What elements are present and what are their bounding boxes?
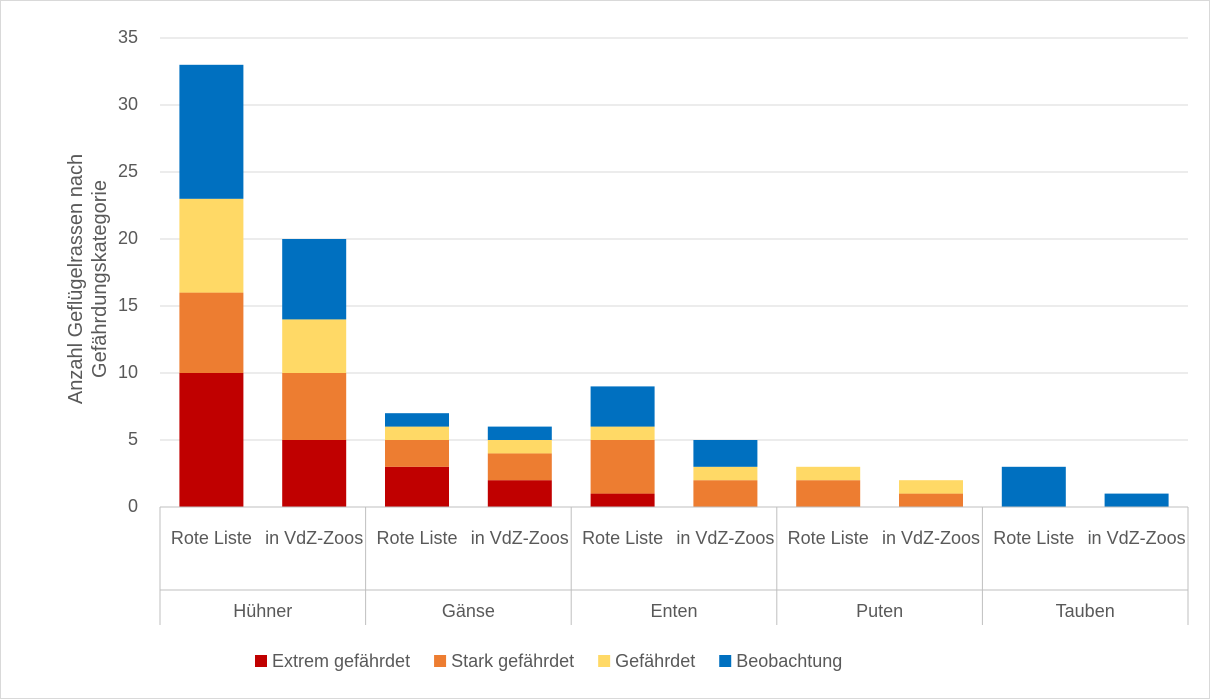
y-axis-title: Anzahl Geflügelrassen nach Gefährdungska…	[65, 153, 111, 405]
group-label: Gänse	[442, 601, 495, 621]
bar-segment	[487, 440, 552, 454]
bar-segment	[796, 480, 861, 507]
bar-segment	[590, 493, 655, 507]
bar-segment	[487, 426, 552, 440]
bar-segment	[899, 493, 963, 507]
legend-swatch	[255, 655, 267, 667]
y-tick-label: 25	[118, 161, 138, 181]
y-tick-label: 30	[118, 94, 138, 114]
bar-segment	[179, 198, 244, 293]
legend-label: Beobachtung	[736, 651, 842, 671]
legend-swatch	[434, 655, 447, 667]
x-tick-label: Rote Liste	[170, 528, 252, 548]
bar-segment	[282, 319, 347, 373]
legend-label: Extrem gefährdet	[272, 651, 410, 671]
bar-segment	[693, 440, 758, 467]
bar-segment	[385, 413, 449, 427]
bar-segment	[282, 373, 347, 440]
legend-label: Gefährdet	[615, 651, 695, 671]
x-tick-label: in VdZ-Zoos	[676, 528, 775, 548]
bar-segment	[487, 480, 552, 507]
x-tick-label: Rote Liste	[993, 528, 1075, 548]
group-label: Hühner	[233, 601, 292, 621]
bar-segment	[899, 480, 963, 494]
x-tick-label: Rote Liste	[787, 528, 869, 548]
bar-segment	[385, 440, 449, 467]
legend-swatch	[719, 655, 732, 667]
y-tick-label: 10	[118, 362, 138, 382]
bar-segment	[282, 440, 347, 507]
bar-segment	[693, 480, 758, 507]
bar-segment	[487, 453, 552, 481]
bar-segment	[693, 466, 758, 481]
bar-segment	[385, 426, 449, 440]
x-tick-label: in VdZ-Zoos	[1087, 528, 1186, 548]
bar-segment	[1001, 466, 1066, 507]
legend-label: Stark gefährdet	[451, 651, 574, 671]
bar-segment	[590, 440, 655, 494]
x-tick-label: Rote Liste	[376, 528, 458, 548]
y-tick-label: 5	[128, 429, 138, 449]
x-tick-label: in VdZ-Zoos	[265, 528, 364, 548]
x-tick-label: in VdZ-Zoos	[470, 528, 569, 548]
y-tick-label: 0	[128, 496, 138, 516]
bar-segment	[179, 64, 244, 199]
bar-segment	[796, 466, 861, 481]
y-tick-label: 35	[118, 27, 138, 47]
y-tick-label: 20	[118, 228, 138, 248]
bar-segment	[1104, 493, 1169, 507]
x-tick-label: in VdZ-Zoos	[881, 528, 981, 548]
group-label: Puten	[856, 601, 903, 621]
group-label: Tauben	[1056, 601, 1115, 621]
bar-segment	[385, 466, 449, 507]
x-tick-label: Rote Liste	[582, 528, 664, 548]
group-label: Enten	[650, 601, 697, 621]
bar-segment	[179, 292, 244, 373]
legend-swatch	[598, 655, 611, 667]
bar-segment	[282, 239, 347, 320]
bar-segment	[590, 426, 655, 440]
bar-segment	[590, 386, 655, 427]
bar-segment	[179, 373, 244, 507]
y-tick-label: 15	[118, 295, 138, 315]
